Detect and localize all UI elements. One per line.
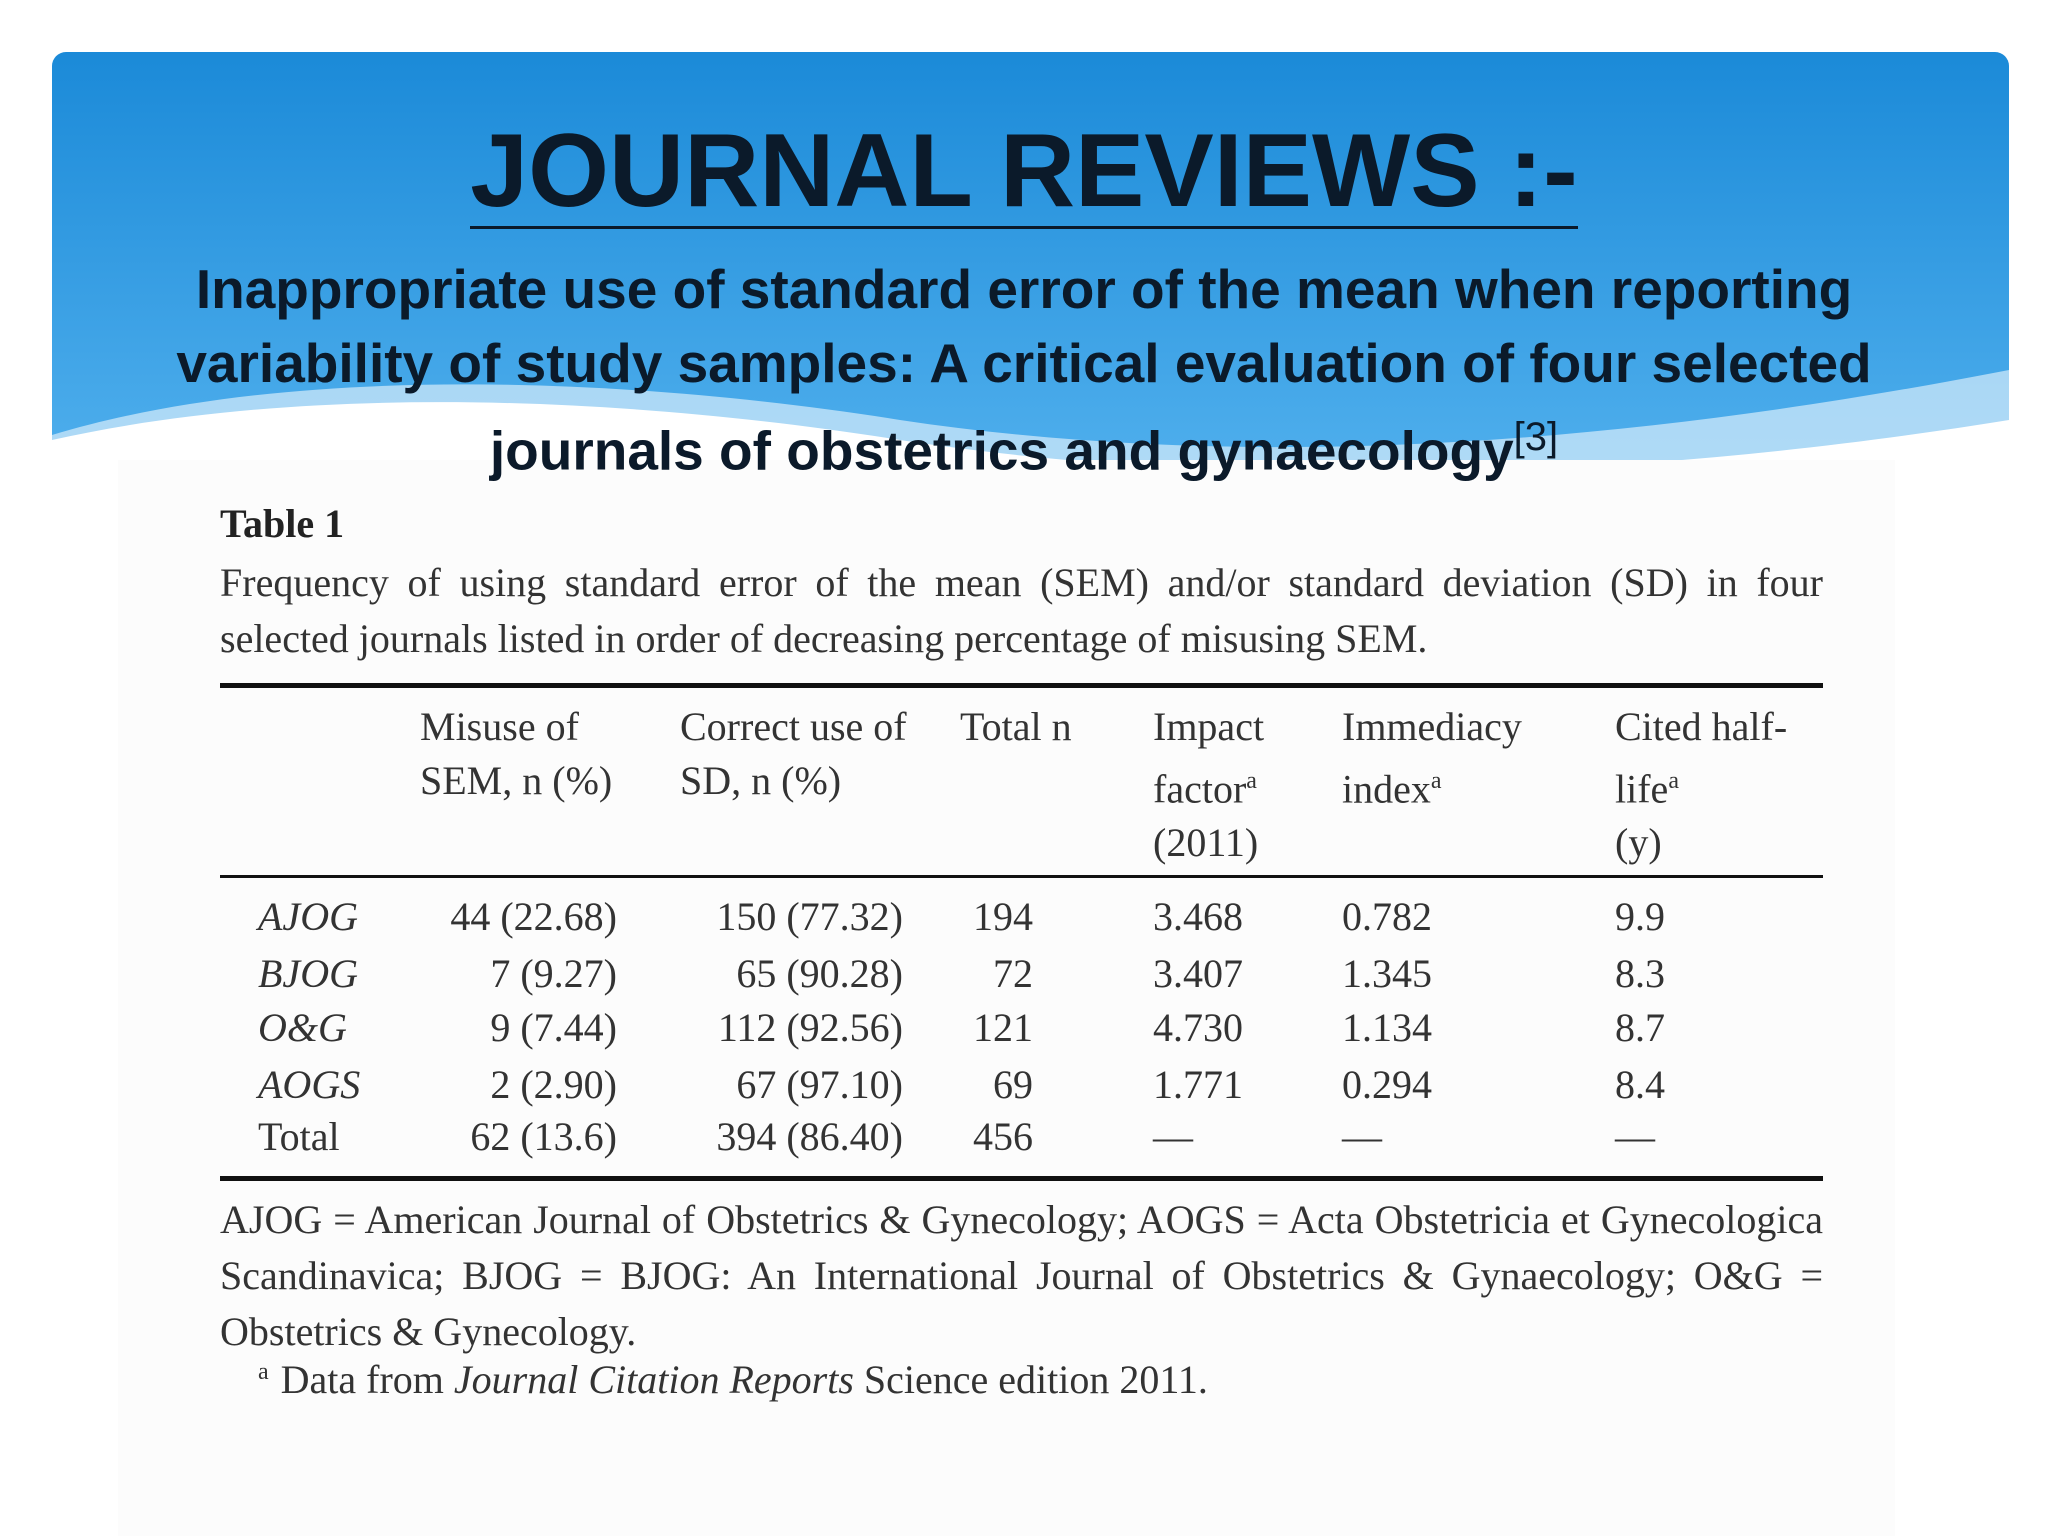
rule [220,875,1823,878]
footnote: a Data from Journal Citation Reports Scie… [258,1356,1208,1403]
table-cell: 112 (92.56) [717,1005,903,1050]
table-cell: 3.407 [1153,951,1243,996]
footnote-text: Data from [280,1357,444,1402]
column-header-text: Misuse of SEM, n (%) [420,704,613,803]
subtitle-text: Inappropriate use of standard error of t… [176,258,1872,482]
footnote-marker: a [1430,768,1442,794]
column-header: Immediacy indexa [1342,700,1582,816]
table-cell: 456 [973,1114,1033,1159]
table-cell: — [1615,1114,1655,1159]
table-cell: 9 (7.44) [490,1005,617,1050]
title-text: JOURNAL REVIEWS :- [470,113,1578,230]
footnote-text: Science edition 2011. [863,1357,1208,1402]
table-cell: 65 (90.28) [736,951,903,996]
table-cell: 394 (86.40) [716,1114,903,1159]
column-header: Correct use of SD, n (%) [680,700,910,808]
column-header-text: Immediacy index [1342,704,1522,812]
footnote-marker: a [1668,768,1679,794]
abbreviations: AJOG = American Journal of Obstetrics & … [220,1197,1823,1354]
reference: [3] [1513,415,1559,459]
table-cell: 1.771 [1153,1062,1243,1107]
table-cell: — [1153,1114,1193,1159]
table-cell: 62 (13.6) [470,1114,617,1159]
row-header: Total [258,1114,340,1159]
column-header-text: Impact factor [1153,704,1265,812]
table-cell: 0.294 [1342,1062,1432,1107]
column-header: Total n [960,700,1110,754]
column-header: Misuse of SEM, n (%) [420,700,630,808]
footnote-marker: a [258,1358,269,1385]
footnote-source: Journal Citation Reports [453,1357,854,1402]
table-cell: 67 (97.10) [736,1062,903,1107]
rule [220,683,1823,688]
table-cell: 72 [993,951,1033,996]
row-header: AOGS [258,1062,361,1107]
row-header: BJOG [258,951,358,996]
table-cell: 69 [993,1062,1033,1107]
subtitle: Inappropriate use of standard error of t… [140,252,1908,487]
column-header-text: Total n [960,704,1072,749]
table-cell: 8.7 [1615,1005,1665,1050]
table-cell: 8.3 [1615,951,1665,996]
table-cell: 7 (9.27) [490,951,617,996]
footnote-marker: a [1246,768,1257,794]
title: JOURNAL REVIEWS :- [0,112,2048,231]
column-header-extra: (2011) [1153,820,1259,866]
table-cell: 4.730 [1153,1005,1243,1050]
table-cell: 0.782 [1342,894,1432,939]
table-cell: 8.4 [1615,1062,1665,1107]
table-cell: 121 [973,1005,1033,1050]
rule [220,1176,1823,1181]
table-cell: 194 [973,894,1033,939]
table-label: Table 1 [220,501,345,546]
table-caption: Frequency of using standard error of the… [220,560,1823,661]
column-header: Impact factora (2011) [1153,700,1293,870]
table-cell: 9.9 [1615,894,1665,939]
table-cell: 1.134 [1342,1005,1432,1050]
column-header-extra: (y) [1615,820,1662,866]
table-cell: 150 (77.32) [716,894,903,939]
column-header-text: Cited half-life [1615,704,1788,812]
row-header: AJOG [258,894,358,939]
table-cell: 1.345 [1342,951,1432,996]
column-header: Cited half-lifea (y) [1615,700,1795,870]
table-cell: 3.468 [1153,894,1243,939]
table-cell: — [1342,1114,1382,1159]
table-cell: 44 (22.68) [450,894,617,939]
row-header: O&G [258,1005,347,1050]
column-header-text: Correct use of SD, n (%) [680,704,907,803]
table-cell: 2 (2.90) [490,1062,617,1107]
